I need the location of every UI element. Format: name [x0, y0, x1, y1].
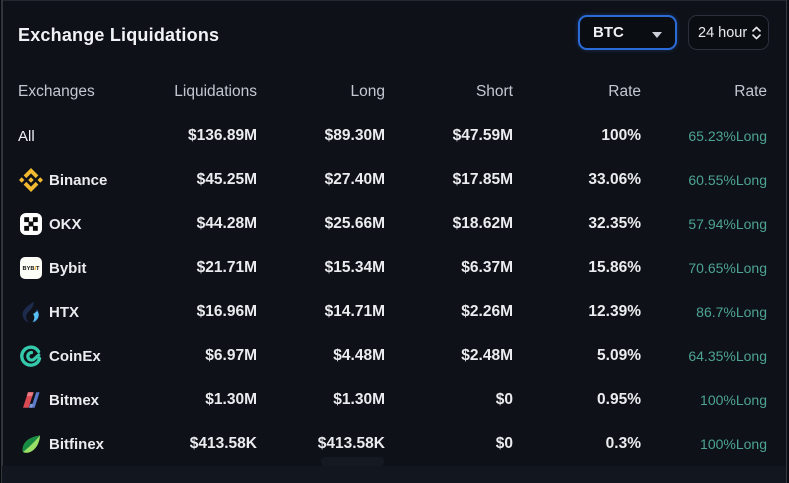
svg-text:BYBIT: BYBIT	[23, 266, 41, 272]
